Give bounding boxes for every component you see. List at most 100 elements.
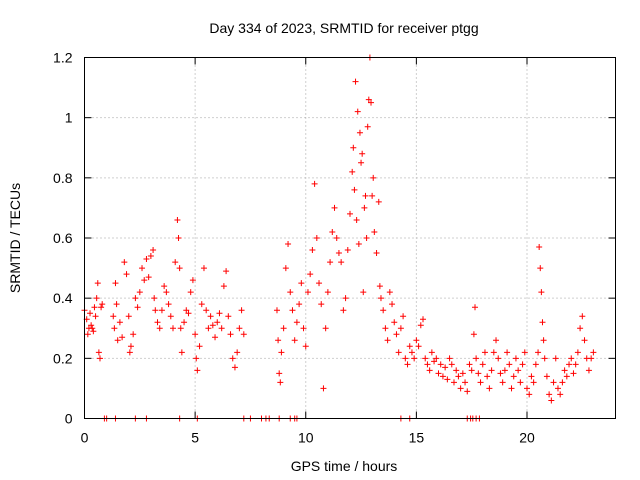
data-point <box>364 123 371 130</box>
data-point <box>94 280 101 287</box>
data-point <box>373 250 380 257</box>
data-point <box>183 307 190 314</box>
data-point <box>579 313 586 320</box>
data-point <box>280 325 287 332</box>
data-point <box>351 186 358 193</box>
data-point <box>309 247 316 254</box>
data-point <box>110 313 117 320</box>
data-point <box>532 361 539 368</box>
data-point <box>563 373 570 380</box>
data-point <box>457 385 464 392</box>
data-point <box>386 289 393 296</box>
data-point <box>515 367 522 374</box>
data-point <box>99 301 106 308</box>
data-point <box>89 325 96 332</box>
y-tick-label: 0.8 <box>53 170 73 186</box>
data-point <box>568 355 575 362</box>
data-point <box>510 373 517 380</box>
data-point <box>177 325 184 332</box>
data-point <box>134 304 141 311</box>
data-point <box>395 349 402 356</box>
chart-title: Day 334 of 2023, SRMTID for receiver ptg… <box>209 20 478 36</box>
data-point <box>175 235 182 241</box>
x-tick-label: 0 <box>81 430 89 446</box>
data-point <box>167 313 174 320</box>
data-point <box>126 349 133 356</box>
axis-ticks: 0 0.2 0.4 0.6 0.8 1 1.2 0 5 10 15 20 <box>53 50 616 446</box>
x-tick-label: 5 <box>191 430 199 446</box>
data-point <box>524 385 530 392</box>
data-point <box>220 283 227 290</box>
data-point <box>464 388 471 395</box>
data-point <box>590 349 597 356</box>
data-point <box>484 373 491 380</box>
data-point <box>554 385 561 392</box>
data-point <box>391 319 398 326</box>
y-axis-label: SRMTID / TECUs <box>7 183 23 293</box>
data-point <box>528 373 535 380</box>
data-point <box>359 150 366 157</box>
data-point <box>194 367 201 374</box>
data-point <box>150 247 157 254</box>
data-point <box>320 385 327 392</box>
data-point <box>289 307 296 314</box>
data-point <box>218 325 225 332</box>
data-point <box>92 313 99 320</box>
data-point <box>95 349 102 356</box>
data-point <box>557 391 564 398</box>
data-point <box>276 370 283 377</box>
data-point <box>285 241 292 248</box>
data-point <box>393 331 400 338</box>
data-point <box>278 349 285 356</box>
data-point <box>174 216 181 223</box>
data-point <box>214 319 221 326</box>
data-point <box>506 361 513 368</box>
data-point <box>156 325 163 332</box>
data-point <box>298 280 305 287</box>
y-tick-label: 1.2 <box>53 50 73 66</box>
data-point <box>152 307 159 314</box>
data-point <box>422 355 429 362</box>
data-point <box>282 265 289 272</box>
data-point <box>512 355 519 362</box>
data-point <box>340 307 347 314</box>
data-point <box>90 328 97 335</box>
data-point <box>324 289 331 296</box>
data-point <box>98 304 105 311</box>
data-point <box>350 144 357 151</box>
data-point <box>296 301 303 308</box>
data-point <box>360 289 367 296</box>
data-point <box>352 78 359 85</box>
data-point <box>304 289 311 296</box>
data-point <box>404 361 411 368</box>
data-point <box>536 244 543 251</box>
data-point <box>113 301 120 308</box>
data-point <box>426 367 433 374</box>
data-point <box>462 379 469 386</box>
x-tick-label: 20 <box>519 430 535 446</box>
data-point <box>123 271 130 278</box>
data-point <box>495 355 502 362</box>
data-point <box>428 349 435 356</box>
data-point <box>413 337 420 344</box>
data-point <box>397 325 404 332</box>
data-point <box>411 355 418 362</box>
data-point <box>111 325 118 332</box>
data-point <box>344 247 351 254</box>
data-point <box>329 228 336 235</box>
data-point <box>371 228 378 235</box>
data-point <box>473 355 480 362</box>
data-point <box>234 349 241 356</box>
data-point <box>470 331 477 338</box>
data-point <box>165 301 172 308</box>
data-point <box>136 289 143 296</box>
data-point <box>368 99 375 106</box>
y-tick-label: 1 <box>65 110 73 126</box>
data-point <box>349 168 356 175</box>
data-point <box>170 325 176 332</box>
data-point <box>358 159 365 166</box>
data-point <box>172 259 179 266</box>
data-point <box>415 343 422 350</box>
data-point <box>459 370 466 377</box>
